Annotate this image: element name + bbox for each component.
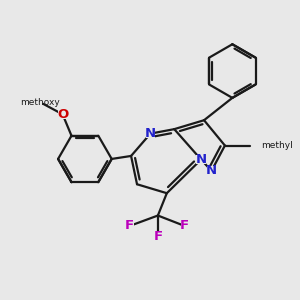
Text: N: N — [145, 127, 156, 140]
FancyBboxPatch shape — [181, 222, 189, 230]
Text: methoxy: methoxy — [20, 98, 60, 107]
FancyBboxPatch shape — [125, 222, 134, 230]
FancyBboxPatch shape — [58, 110, 67, 119]
Text: F: F — [125, 220, 134, 232]
FancyBboxPatch shape — [154, 232, 162, 241]
FancyBboxPatch shape — [207, 166, 216, 176]
Text: O: O — [57, 108, 68, 121]
Text: methyl: methyl — [261, 141, 292, 150]
Text: F: F — [180, 220, 189, 232]
Text: N: N — [206, 164, 217, 177]
Text: N: N — [196, 153, 207, 166]
FancyBboxPatch shape — [146, 129, 155, 138]
FancyBboxPatch shape — [196, 155, 206, 164]
Text: F: F — [153, 230, 162, 243]
